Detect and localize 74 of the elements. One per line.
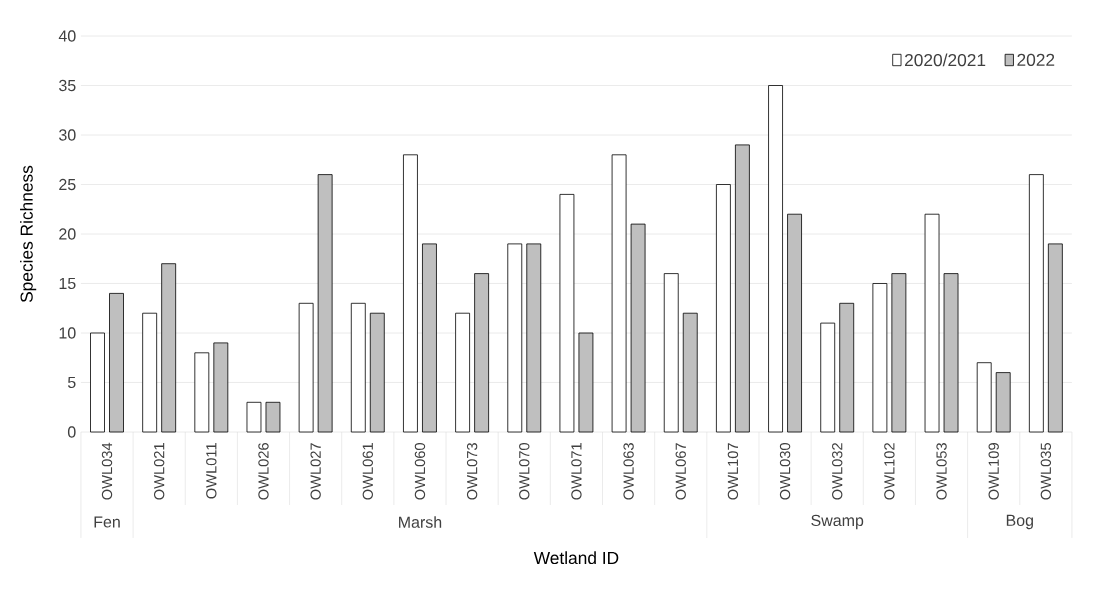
y-axis-title: Species Richness: [20, 165, 37, 303]
bar: [891, 273, 907, 433]
x-tick-label: OWL063: [623, 443, 634, 500]
bar: [422, 243, 437, 433]
y-tick-label: 5: [67, 376, 76, 389]
bar: [474, 273, 490, 433]
x-tick-label: OWL027: [310, 443, 321, 500]
bar: [663, 273, 679, 433]
x-tick-label: OWL060: [414, 442, 426, 500]
x-axis-title: Wetland ID: [533, 551, 619, 565]
bar: [976, 362, 992, 433]
bar: [265, 401, 281, 433]
x-tick-label: OWL102: [884, 443, 895, 500]
bar: [161, 263, 177, 433]
x-tick-label: OWL034: [101, 442, 113, 500]
text: Marsh: [399, 516, 442, 528]
bar: [1047, 243, 1063, 433]
x-tick-label: OWL109: [988, 443, 999, 500]
bar: [924, 213, 940, 433]
bar: [142, 312, 158, 433]
x-tick-label: OWL032: [832, 443, 843, 500]
bar: [455, 312, 471, 433]
y-tick-label: 35: [59, 79, 76, 92]
bar: [839, 302, 855, 433]
y-tick-label: 20: [59, 228, 76, 240]
bar: [559, 194, 575, 433]
bar: [682, 312, 698, 433]
text: Swamp: [811, 514, 864, 530]
x-tick-label: OWL067: [675, 443, 686, 500]
bar: [768, 85, 783, 433]
bar: [611, 154, 627, 433]
text: Fen: [94, 516, 120, 528]
y-tick-label: 30: [59, 129, 76, 141]
bar: [350, 302, 366, 433]
bar: [90, 332, 105, 433]
bar: [578, 332, 594, 433]
bar: [526, 243, 542, 433]
bar: [317, 174, 333, 433]
bar: [194, 352, 210, 433]
bar: [1028, 174, 1044, 433]
x-tick-label: OWL053: [936, 443, 947, 500]
y-tick-label: 0: [67, 426, 76, 438]
x-tick-label: OWL026: [258, 443, 269, 500]
bar: [787, 213, 802, 433]
y-tick-label: 25: [59, 178, 76, 191]
x-tick-label: OWL061: [362, 443, 373, 500]
bar: [369, 312, 385, 433]
bar: [995, 372, 1011, 433]
y-tick-label: 40: [58, 30, 76, 42]
bar: [507, 243, 523, 433]
bar: [109, 293, 124, 433]
bar: [716, 184, 731, 433]
x-tick-label: OWL070: [519, 442, 530, 500]
bar: [820, 322, 836, 433]
text: Bog: [1006, 514, 1033, 530]
bar: [213, 342, 229, 433]
legend-label: 2022: [1017, 53, 1055, 66]
bar: [735, 144, 750, 433]
x-tick-label: OWL011: [206, 443, 217, 499]
x-tick-label: OWL107: [727, 443, 739, 500]
bar: [943, 273, 959, 433]
x-tick-label: OWL035: [1040, 443, 1052, 500]
x-tick-label: OWL071: [571, 443, 582, 500]
x-tick-label: OWL073: [466, 443, 478, 500]
legend-label: 2020/2021: [904, 53, 986, 67]
bar: [403, 154, 418, 433]
y-tick-label: 15: [59, 277, 76, 290]
y-tick-label: 10: [59, 327, 76, 339]
bar: [246, 401, 262, 433]
x-tick-label: OWL021: [153, 443, 165, 500]
bar: [872, 283, 888, 433]
x-tick-label: OWL030: [779, 442, 791, 500]
bar: [298, 302, 314, 433]
bar: [630, 223, 646, 433]
